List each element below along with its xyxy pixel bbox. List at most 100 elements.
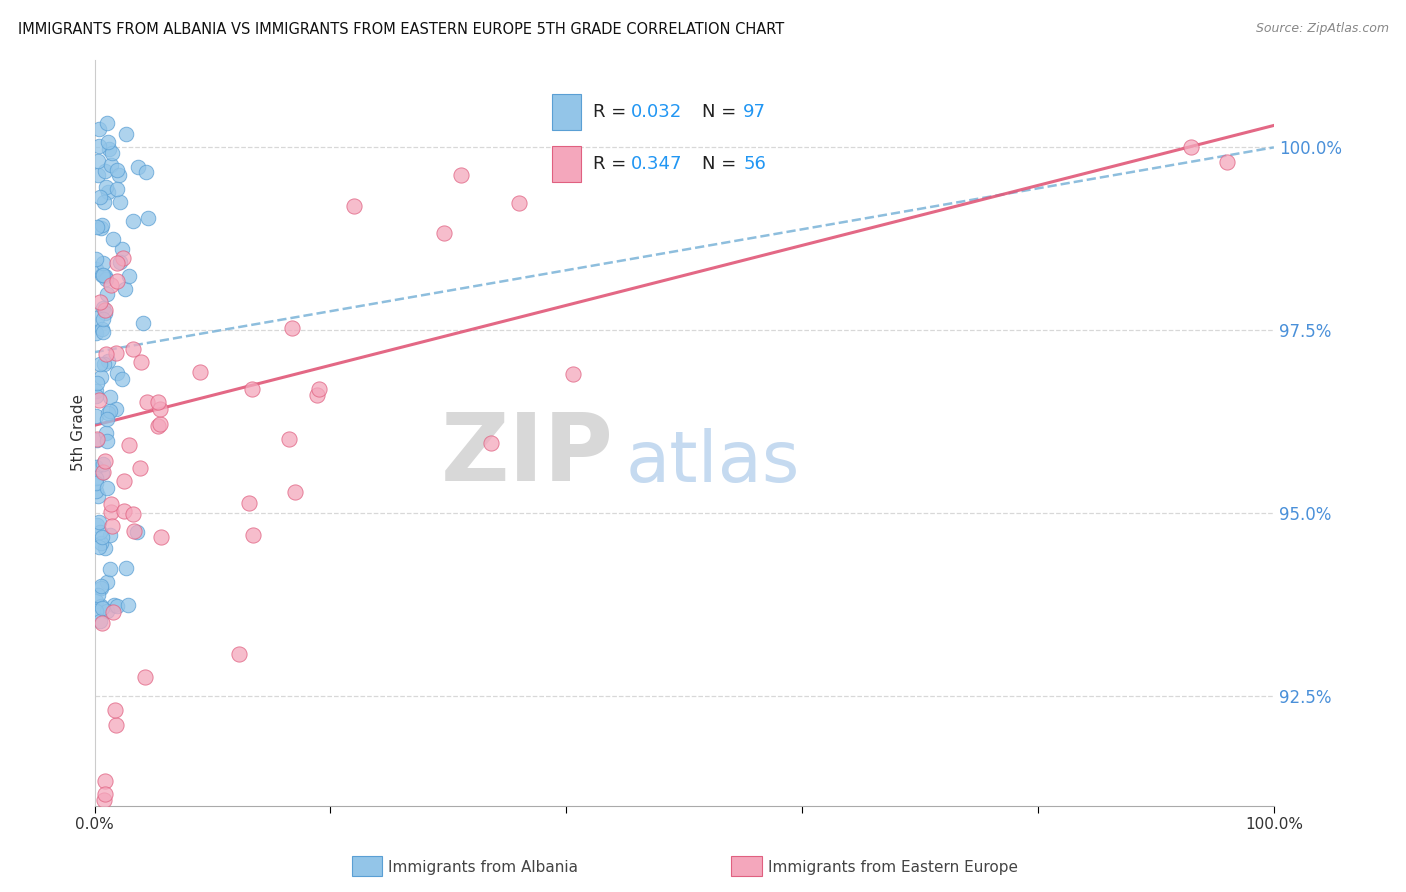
Point — [86, 517, 108, 532]
Point — [91, 457, 114, 471]
Point — [103, 231, 125, 245]
Point — [86, 471, 108, 485]
Point — [97, 136, 120, 150]
Point — [91, 256, 114, 270]
Point — [108, 195, 131, 210]
Point — [96, 434, 118, 449]
Text: Immigrants from Eastern Europe: Immigrants from Eastern Europe — [768, 860, 1018, 874]
Point — [508, 196, 530, 211]
Point — [89, 139, 111, 153]
Point — [84, 326, 107, 340]
Point — [91, 312, 114, 326]
Point — [96, 179, 118, 194]
Point — [90, 322, 112, 336]
Point — [136, 211, 159, 225]
Point — [118, 437, 141, 451]
Point — [91, 218, 114, 232]
Point — [84, 252, 107, 267]
Text: IMMIGRANTS FROM ALBANIA VS IMMIGRANTS FROM EASTERN EUROPE 5TH GRADE CORRELATION : IMMIGRANTS FROM ALBANIA VS IMMIGRANTS FR… — [18, 22, 785, 37]
Point — [90, 268, 112, 282]
Point — [93, 194, 115, 209]
Point — [105, 366, 128, 380]
Point — [93, 793, 115, 807]
Point — [104, 703, 127, 717]
Point — [122, 343, 145, 357]
Point — [134, 670, 156, 684]
Point — [93, 465, 115, 479]
Point — [307, 387, 329, 401]
Point — [105, 599, 128, 614]
Point — [87, 122, 110, 136]
Point — [127, 525, 149, 540]
Point — [93, 269, 115, 284]
Point — [96, 412, 118, 426]
Point — [115, 127, 138, 141]
Point — [100, 497, 122, 511]
Point — [93, 164, 115, 178]
Point — [238, 495, 260, 509]
Point — [86, 311, 108, 326]
Point — [343, 199, 366, 213]
Point — [105, 718, 128, 732]
Point — [84, 459, 107, 474]
Point — [281, 321, 304, 335]
Point — [127, 160, 149, 174]
Point — [107, 182, 129, 196]
Point — [91, 467, 114, 481]
Point — [105, 256, 128, 270]
Point — [115, 561, 138, 575]
Point — [84, 483, 107, 498]
Point — [1216, 155, 1239, 169]
Point — [94, 787, 117, 801]
Point — [89, 614, 111, 628]
Point — [84, 261, 107, 276]
Point — [89, 525, 111, 540]
Point — [114, 282, 136, 296]
Point — [97, 185, 120, 199]
Point — [433, 227, 456, 241]
Point — [96, 286, 118, 301]
Point — [98, 404, 121, 418]
Point — [87, 153, 110, 168]
Point — [86, 409, 108, 423]
Point — [87, 540, 110, 554]
Point — [89, 189, 111, 203]
Point — [122, 507, 145, 521]
Point — [1180, 140, 1202, 154]
Point — [84, 476, 107, 491]
Point — [86, 434, 108, 448]
Point — [149, 401, 172, 416]
Point — [90, 601, 112, 615]
Point — [110, 372, 132, 386]
Point — [93, 357, 115, 371]
Point — [94, 306, 117, 320]
Point — [122, 213, 145, 227]
Point — [149, 530, 172, 544]
Point — [91, 325, 114, 339]
Point — [284, 485, 307, 500]
Point — [308, 383, 330, 397]
Y-axis label: 5th Grade: 5th Grade — [72, 394, 86, 471]
Point — [132, 316, 155, 330]
Point — [103, 605, 125, 619]
Text: Immigrants from Albania: Immigrants from Albania — [388, 860, 578, 874]
Point — [148, 395, 170, 409]
Point — [110, 255, 132, 269]
Point — [96, 575, 118, 590]
Point — [105, 274, 128, 288]
Point — [93, 541, 115, 555]
Point — [100, 519, 122, 533]
Point — [100, 504, 122, 518]
Point — [117, 598, 139, 612]
Point — [93, 268, 115, 282]
Point — [129, 460, 152, 475]
Point — [98, 390, 121, 404]
Point — [450, 168, 472, 182]
Point — [94, 347, 117, 361]
Point — [89, 357, 111, 371]
Point — [90, 599, 112, 613]
Point — [96, 272, 118, 286]
Point — [86, 376, 108, 390]
Point — [91, 616, 114, 631]
Point — [104, 401, 127, 416]
